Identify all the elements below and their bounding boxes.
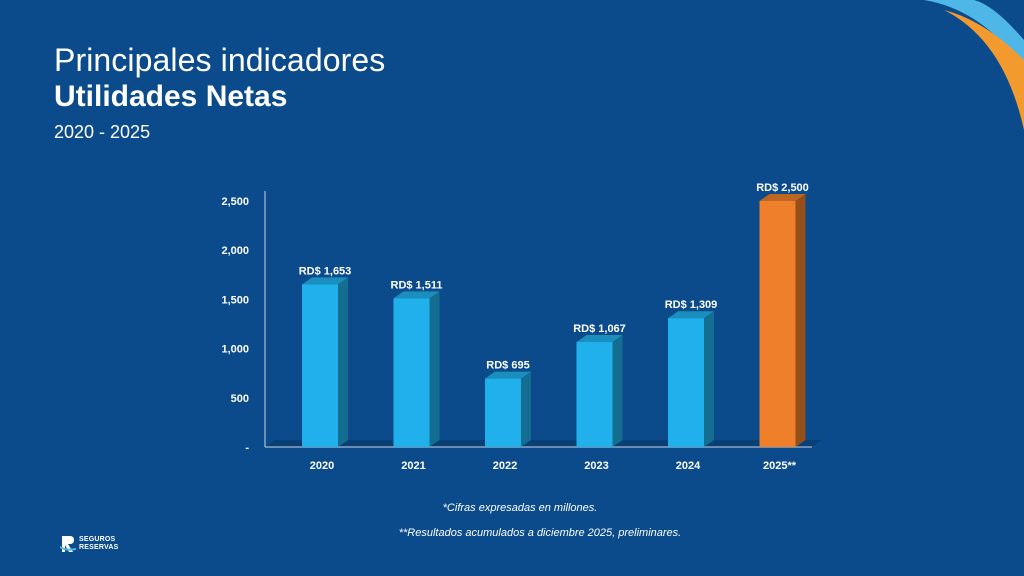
y-tick-label: - xyxy=(245,442,249,454)
bar-data-label: RD$ 695 xyxy=(486,360,529,372)
bar-side xyxy=(521,371,531,447)
x-tick-label: 2020 xyxy=(310,460,334,472)
y-tick-label: 1,500 xyxy=(221,294,249,306)
bar xyxy=(485,378,521,447)
bar-side xyxy=(704,311,714,447)
logo-text-line-1: SEGUROS xyxy=(79,536,116,543)
x-tick-label: 2024 xyxy=(676,460,701,472)
bar-data-label: RD$ 1,067 xyxy=(573,323,626,335)
bar-top xyxy=(302,277,348,285)
title-block: Principales indicadores Utilidades Netas… xyxy=(54,40,385,148)
y-tick-label: 2,000 xyxy=(221,245,249,257)
logo-text: SEGUROS RESERVAS xyxy=(79,536,118,552)
bar-side xyxy=(795,194,806,447)
bar-data-label: RD$ 1,511 xyxy=(391,279,443,291)
bar xyxy=(576,342,613,447)
x-tick-label: 2023 xyxy=(584,460,608,472)
logo-icon xyxy=(60,536,76,552)
bar xyxy=(302,284,338,447)
bar-top xyxy=(393,291,440,299)
footnote-millions: *Cifras expresadas en millones. xyxy=(442,502,598,514)
title-line-3: 2020 - 2025 xyxy=(54,122,151,142)
title-line-2: Utilidades Netas xyxy=(54,80,288,113)
bar-data-label: RD$ 1,653 xyxy=(299,265,352,277)
y-tick-label: 1,000 xyxy=(221,344,249,356)
bar-side xyxy=(612,335,623,447)
corner-swoosh-decoration xyxy=(924,0,1024,130)
bar-side xyxy=(338,277,348,447)
footnote-preliminary: **Resultados acumulados a diciembre 2025… xyxy=(398,527,682,539)
bar-data-label: RD$ 2,500 xyxy=(756,182,809,194)
bar-top xyxy=(576,335,623,343)
logo-text-line-2: RESERVAS xyxy=(79,544,119,551)
bar-top xyxy=(485,371,531,379)
y-tick-label: 2,500 xyxy=(221,196,249,208)
company-logo: SEGUROS RESERVAS xyxy=(60,534,118,554)
chart-floor xyxy=(265,440,822,447)
bar-data-label: RD$ 1,309 xyxy=(665,299,718,311)
x-tick-label: 2025** xyxy=(763,460,797,472)
bar-top xyxy=(668,311,714,319)
x-tick-label: 2022 xyxy=(493,460,517,472)
bar xyxy=(668,318,704,447)
bar xyxy=(393,298,430,447)
y-tick-label: 500 xyxy=(231,393,249,405)
bar-side xyxy=(429,291,440,447)
title-line-1: Principales indicadores xyxy=(54,42,386,78)
bar xyxy=(759,201,796,447)
bar-top xyxy=(759,194,806,201)
x-tick-label: 2021 xyxy=(401,460,425,472)
